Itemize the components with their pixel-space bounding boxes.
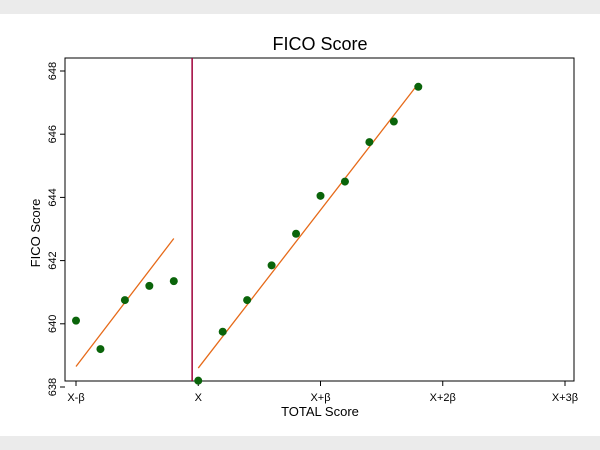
data-point — [389, 117, 398, 126]
y-tick-label: 644 — [47, 188, 59, 206]
x-tick-label: X+β — [310, 392, 330, 404]
data-point — [316, 191, 325, 200]
data-point — [292, 229, 301, 238]
data-point — [340, 177, 349, 186]
plot-frame — [64, 57, 575, 382]
x-axis-title: TOTAL Score — [281, 404, 359, 419]
x-tick-label: X+3β — [552, 392, 578, 404]
y-tick-label: 648 — [47, 62, 59, 80]
y-tick-label: 642 — [47, 251, 59, 269]
x-tick-label: X+2β — [430, 392, 456, 404]
y-tick-label: 638 — [47, 378, 59, 396]
data-point — [243, 296, 252, 305]
x-tick-label: X — [195, 392, 203, 404]
y-axis: 638 640 642 644 646 648 — [47, 62, 65, 396]
scatter-chart: FICO Score 638 640 642 644 646 648 X-β X X+β X+2… — [28, 34, 578, 419]
x-axis: X-β X X+β X+2β X+3β — [67, 381, 578, 404]
data-point — [194, 376, 203, 385]
x-tick-label: X-β — [67, 392, 84, 404]
data-point — [96, 345, 105, 354]
y-tick-label: 640 — [47, 315, 59, 333]
data-point — [72, 316, 80, 325]
chart-figure: FICO Score 638 640 642 644 646 648 X-β X X+β X+2… — [0, 14, 600, 436]
data-point — [267, 261, 276, 270]
y-tick-label: 646 — [47, 125, 59, 143]
chart-title: FICO Score — [272, 34, 367, 54]
data-point — [365, 138, 374, 147]
y-axis-title: FICO Score — [28, 199, 43, 268]
data-point — [218, 327, 227, 336]
fit-line — [197, 83, 419, 369]
data-point — [120, 296, 129, 305]
data-point — [145, 281, 154, 290]
data-points — [72, 82, 423, 385]
data-point — [169, 277, 178, 286]
data-point — [414, 82, 423, 91]
